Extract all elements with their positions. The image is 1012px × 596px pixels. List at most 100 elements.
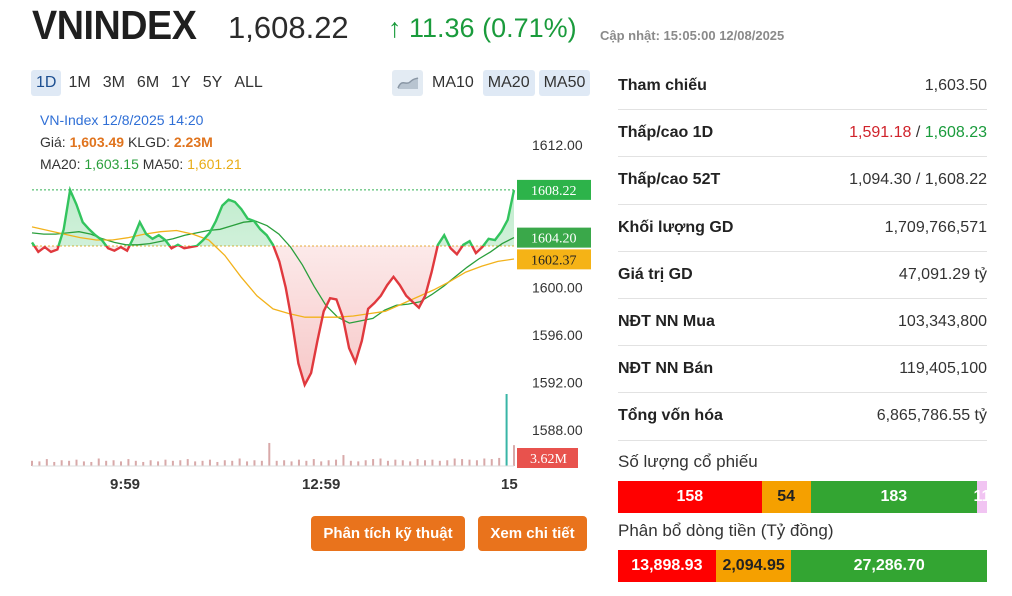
- stock-count-bar: 158 54 183 11: [618, 481, 990, 513]
- tab-3m[interactable]: 3M: [102, 74, 125, 91]
- volume-bar: [231, 460, 234, 466]
- day-low: 1,591.18: [849, 124, 912, 142]
- stat-label: NĐT NN Bán: [618, 360, 714, 378]
- tab-5y[interactable]: 5Y: [202, 74, 223, 91]
- stat-row: Tham chiếu 1,603.50: [618, 63, 987, 111]
- volume-bar: [312, 459, 315, 466]
- price-line-down: [32, 245, 485, 389]
- y-tick-label: 1612.00: [532, 137, 583, 153]
- volume-bar: [357, 461, 360, 466]
- legend-ma50-label: MA50:: [142, 156, 184, 172]
- ma50-badge-bg: [517, 249, 591, 270]
- range-tabs: 1D 1M 3M 6M 1Y 5Y ALL: [31, 70, 268, 96]
- volume-bar: [468, 459, 471, 466]
- volume-bar: [97, 458, 100, 466]
- volume-bar: [246, 461, 249, 466]
- index-price: 1,608.22: [228, 10, 349, 45]
- legend-price-value: 1,603.49: [69, 134, 125, 150]
- ma20-badge-bg: [517, 227, 591, 248]
- last-price-badge: 1608.22: [531, 184, 577, 199]
- tab-1d[interactable]: 1D: [31, 70, 62, 96]
- day-high: 1,608.23: [924, 124, 987, 142]
- stat-label: Tổng vốn hóa: [618, 407, 723, 425]
- stock-count-title: Số lượng cổ phiếu: [618, 452, 758, 471]
- volume-bar: [127, 459, 130, 466]
- volume-bar: [424, 460, 427, 466]
- y-tick-label: 1600.00: [532, 280, 583, 296]
- stat-value: 119,405,100: [899, 360, 987, 378]
- tab-ma50[interactable]: MA50: [538, 70, 591, 96]
- stats-table: Tham chiếu 1,603.50 Thấp/cao 1D 1,591.18…: [618, 63, 987, 441]
- stat-value: 103,343,800: [898, 313, 987, 331]
- y-tick-label: 1596.00: [532, 327, 583, 343]
- x-tick-label: 15: [501, 476, 518, 493]
- volume-bar: [82, 461, 85, 466]
- volume-bar: [149, 460, 152, 466]
- legend-ma-line: MA20: 1,603.15 MA50: 1,601.21: [40, 153, 242, 175]
- volume-bar: [53, 461, 56, 466]
- chart-type-icon[interactable]: [392, 70, 423, 96]
- ma50-line: [31, 226, 515, 318]
- legend-price-label: Giá:: [40, 134, 66, 150]
- stock-count-down: 158: [618, 481, 762, 513]
- volume-bar: [268, 442, 271, 466]
- stat-label: Giá trị GD: [618, 265, 693, 283]
- stat-value: 47,091.29 tỷ: [898, 265, 987, 283]
- intraday-chart[interactable]: 1612.001608.001604.001600.001596.001592.…: [0, 130, 600, 500]
- volume-bar: [208, 459, 211, 466]
- volume-bar: [364, 460, 367, 466]
- volume-bar: [31, 460, 33, 466]
- volume-bar: [142, 461, 145, 466]
- change-value: 11.36 (0.71%): [409, 13, 577, 43]
- volume-bar: [238, 458, 241, 466]
- legend-title: VN-Index 12/8/2025 14:20: [40, 112, 204, 128]
- volume-bar: [461, 459, 464, 466]
- money-flow-unchanged: 2,094.95: [715, 550, 792, 582]
- volume-bar: [297, 459, 300, 466]
- volume-bar: [223, 460, 226, 466]
- tab-all[interactable]: ALL: [234, 74, 263, 91]
- legend-volume-label: KLGD:: [127, 134, 170, 150]
- up-arrow-icon: ↑: [388, 13, 402, 43]
- stat-value: 1,603.50: [924, 77, 987, 95]
- price-line-up: [30, 185, 516, 246]
- volume-badge: 3.62M: [530, 452, 568, 467]
- stat-row: Khối lượng GD 1,709,766,571: [618, 205, 987, 252]
- stat-row: Tổng vốn hóa 6,865,786.55 tỷ: [618, 393, 987, 441]
- index-title: VNINDEX: [32, 2, 197, 48]
- stat-label: NĐT NN Mua: [618, 313, 715, 331]
- volume-bar: [505, 394, 508, 466]
- last-price-badge-bg: [517, 179, 591, 200]
- tab-1m[interactable]: 1M: [68, 74, 91, 91]
- volume-bar: [453, 458, 456, 466]
- stock-count-ceiling: 11: [974, 481, 990, 513]
- tab-ma20[interactable]: MA20: [482, 70, 535, 96]
- volume-bar: [349, 460, 352, 466]
- stock-count-up: 183: [810, 481, 977, 513]
- volume-bar: [90, 461, 93, 466]
- stat-row: Thấp/cao 1D 1,591.18 / 1,608.23: [618, 110, 987, 158]
- stat-label: Thấp/cao 1D: [618, 124, 714, 142]
- volume-bar: [475, 460, 478, 466]
- technical-analysis-button[interactable]: Phân tích kỹ thuật: [311, 516, 465, 551]
- volume-bar: [157, 461, 160, 466]
- chart-legend: VN-Index 12/8/2025 14:20 Giá: 1,603.49 K…: [40, 109, 242, 175]
- volume-bar: [134, 460, 137, 466]
- volume-bar: [201, 460, 204, 466]
- volume-bar: [372, 459, 375, 466]
- y-tick-label: 1588.00: [532, 422, 583, 438]
- x-tick-label: 12:59: [302, 476, 341, 493]
- stat-row: NĐT NN Bán 119,405,100: [618, 346, 987, 394]
- stat-row: NĐT NN Mua 103,343,800: [618, 299, 987, 347]
- money-flow-up: 27,286.70: [791, 550, 987, 582]
- view-detail-button[interactable]: Xem chi tiết: [478, 516, 587, 551]
- stat-value: 1,094.30 / 1,608.22: [849, 171, 987, 189]
- volume-bar: [112, 460, 115, 466]
- stat-value: 1,709,766,571: [884, 218, 987, 236]
- range-separator: /: [911, 124, 925, 142]
- tab-ma10[interactable]: MA10: [432, 74, 474, 91]
- money-flow-bar: 13,898.93 2,094.95 27,286.70: [618, 550, 987, 582]
- legend-ma20-value: 1,603.15: [84, 156, 139, 172]
- tab-6m[interactable]: 6M: [136, 74, 160, 91]
- tab-1y[interactable]: 1Y: [171, 74, 191, 91]
